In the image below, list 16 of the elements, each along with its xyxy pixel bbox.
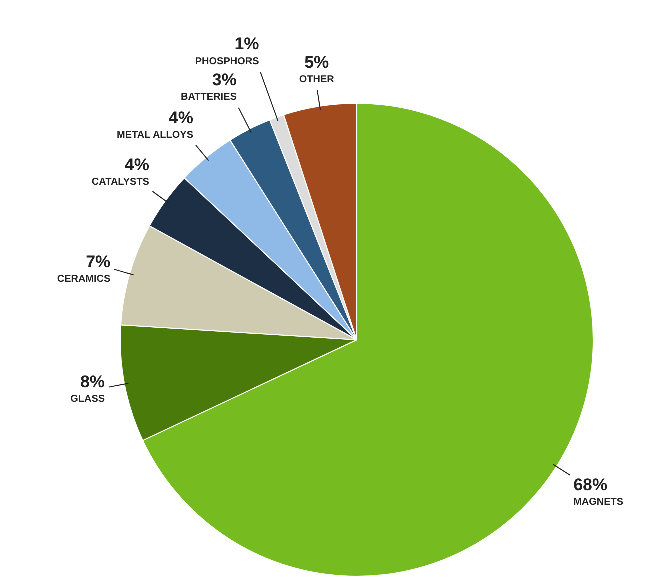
slice-label: BATTERIES — [180, 92, 238, 104]
data-label: 8% — [80, 372, 106, 392]
slice-label: PHOSPHORS — [195, 56, 260, 68]
data-label: 4% — [124, 155, 150, 174]
data-label: 3% — [212, 70, 237, 90]
data-label: 7% — [86, 252, 111, 272]
slice-label: MAGNETS — [574, 497, 624, 508]
slice-label: CERAMICS — [57, 274, 112, 286]
slice-label: METAL ALLOYS — [117, 130, 194, 142]
data-label: 4% — [168, 108, 194, 128]
slice-label: CATALYSTS — [92, 176, 150, 188]
data-label: 1% — [234, 34, 260, 54]
slice-label: OTHER — [299, 74, 336, 86]
data-label: 5% — [304, 52, 330, 72]
data-label: 68% — [574, 476, 608, 495]
slice-label: GLASS — [70, 394, 106, 405]
